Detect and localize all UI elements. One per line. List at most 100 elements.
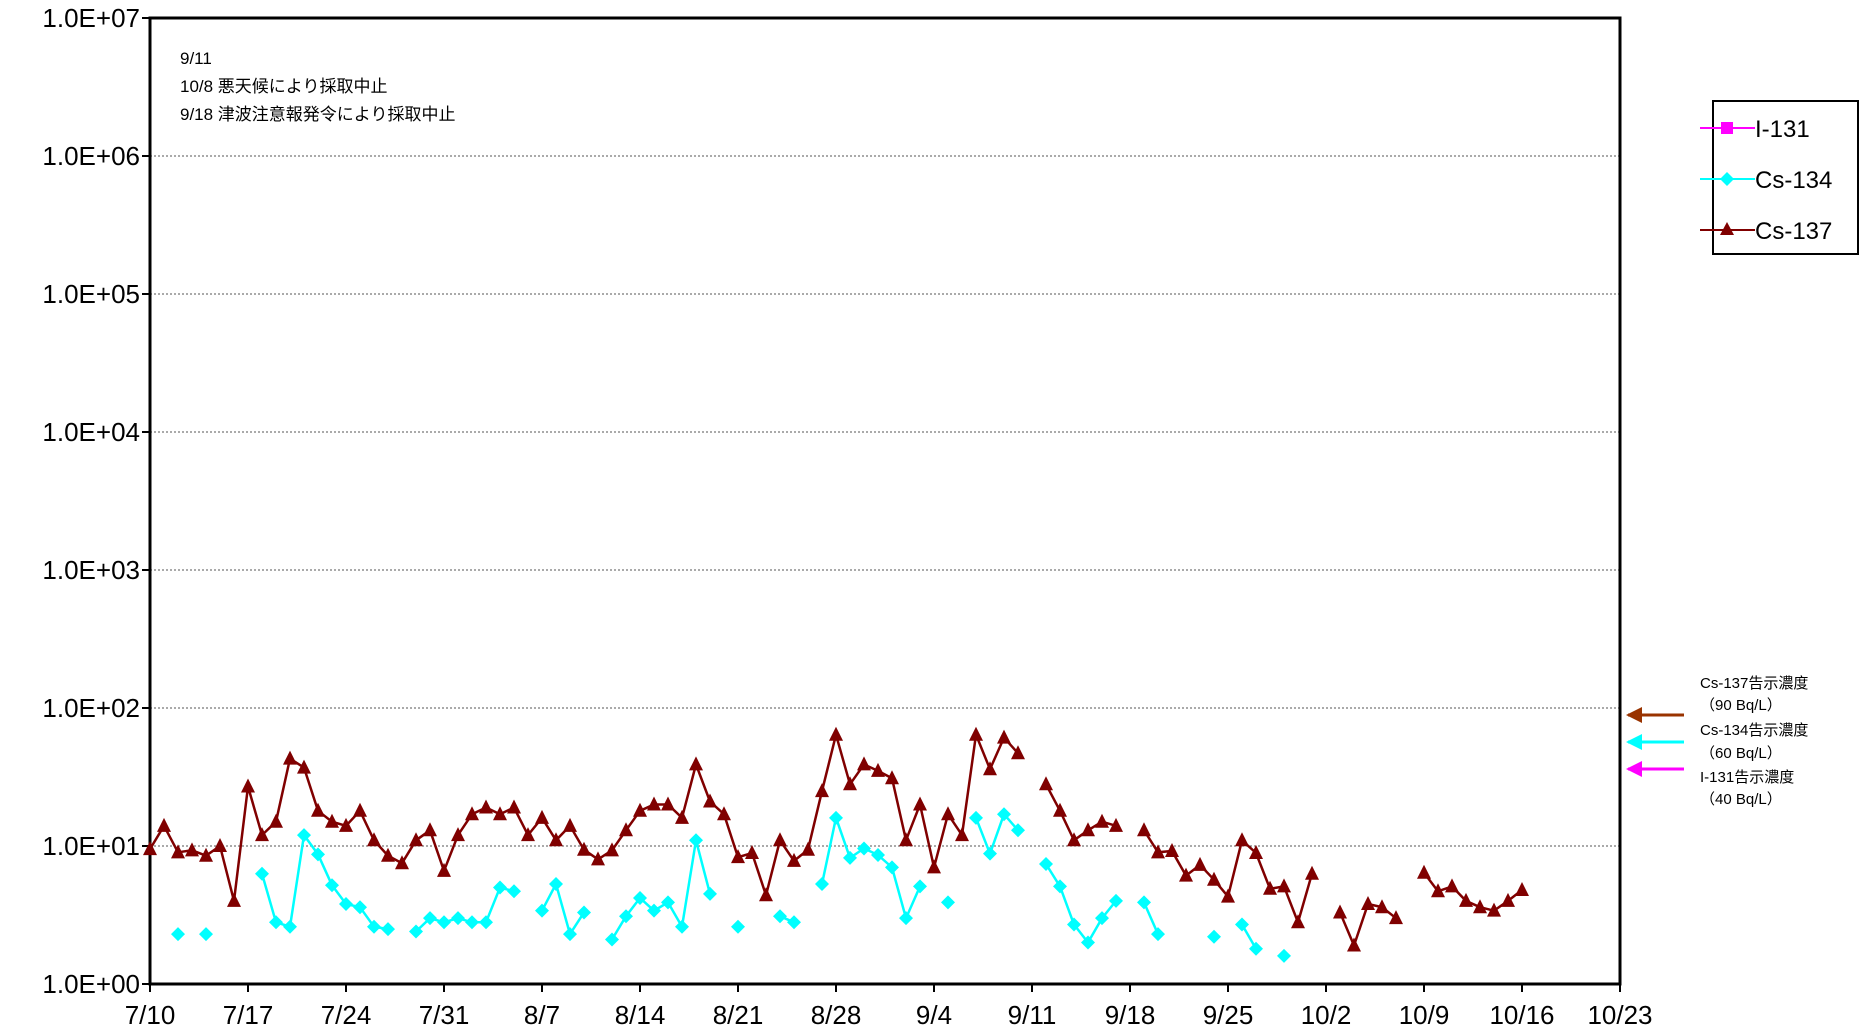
data-point-cs137 xyxy=(941,806,955,821)
plot-area-frame xyxy=(148,16,1622,986)
data-point-cs137 xyxy=(843,776,857,791)
data-point-cs134 xyxy=(199,927,213,942)
series-line-cs137 xyxy=(1142,829,1314,927)
y-tick-label: 1.0E+03 xyxy=(42,555,140,585)
limit-arrowhead-i131 xyxy=(1626,761,1642,777)
data-point-cs137 xyxy=(1417,864,1431,879)
data-point-cs137 xyxy=(857,756,871,771)
data-point-cs137 xyxy=(1109,817,1123,832)
series-line-cs134 xyxy=(415,886,515,933)
data-point-cs134 xyxy=(563,927,577,942)
data-point-cs137 xyxy=(283,750,297,765)
data-point-cs134 xyxy=(871,848,885,863)
data-point-cs137 xyxy=(1011,745,1025,760)
data-point-cs134 xyxy=(913,879,927,894)
data-point-cs137 xyxy=(213,838,227,852)
series-line-cs134 xyxy=(540,880,586,938)
limit-cs137: Cs-137告示濃度 （90 Bq/L） xyxy=(1626,675,1808,723)
x-tick-label: 8/7 xyxy=(524,1000,560,1030)
data-point-cs137 xyxy=(1193,856,1207,871)
data-point-cs137 xyxy=(157,817,171,832)
legend-marker-i131 xyxy=(1721,122,1733,134)
data-point-cs137 xyxy=(885,770,899,785)
data-point-cs137 xyxy=(1515,881,1529,896)
data-point-cs134 xyxy=(479,915,493,930)
data-point-cs137 xyxy=(689,756,703,771)
data-point-cs137 xyxy=(871,762,885,777)
y-tick-label: 1.0E+04 xyxy=(42,417,140,447)
data-point-cs137 xyxy=(1277,878,1291,893)
data-point-cs134 xyxy=(1235,917,1249,932)
data-point-cs137 xyxy=(1207,871,1221,886)
data-point-cs137 xyxy=(1431,883,1445,898)
data-point-cs134 xyxy=(409,924,423,939)
data-point-cs137 xyxy=(381,847,395,862)
data-point-cs137 xyxy=(1501,892,1515,907)
data-point-cs134 xyxy=(1207,929,1221,944)
data-point-cs134 xyxy=(633,890,647,905)
data-point-cs137 xyxy=(899,832,913,847)
data-point-cs137 xyxy=(1291,914,1305,929)
data-point-cs134 xyxy=(423,911,437,926)
limit-value-cs134: （60 Bq/L） xyxy=(1700,745,1782,762)
series-line-cs137 xyxy=(148,729,1019,902)
data-point-cs134 xyxy=(703,886,717,901)
data-point-cs137 xyxy=(1361,895,1375,910)
data-point-cs137 xyxy=(619,822,633,837)
data-point-cs134 xyxy=(815,877,829,892)
legend-item-cs134: Cs-134 xyxy=(1700,167,1832,194)
data-point-cs134 xyxy=(339,896,353,911)
data-point-cs137 xyxy=(1375,899,1389,914)
data-point-cs137 xyxy=(493,806,507,821)
data-point-cs137 xyxy=(661,796,675,811)
note-line-1: 9/11 xyxy=(180,49,212,68)
data-point-cs137 xyxy=(731,849,745,864)
data-point-cs134 xyxy=(255,866,269,881)
data-point-cs134 xyxy=(437,915,451,930)
data-point-cs137 xyxy=(227,892,241,907)
data-point-cs137 xyxy=(1459,892,1473,907)
data-point-cs137 xyxy=(465,806,479,821)
y-tick-label: 1.0E+05 xyxy=(42,279,140,309)
data-point-cs137 xyxy=(815,783,829,798)
reference-limits: Cs-137告示濃度 （90 Bq/L） Cs-134告示濃度 （60 Bq/L… xyxy=(1626,675,1808,808)
data-point-cs134 xyxy=(661,895,675,910)
data-point-cs134 xyxy=(1011,823,1025,838)
data-point-cs137 xyxy=(1179,867,1193,882)
data-point-cs134 xyxy=(675,919,689,934)
data-point-cs134 xyxy=(605,932,619,947)
data-point-cs134 xyxy=(171,927,185,942)
x-tick-label: 7/10 xyxy=(125,1000,176,1030)
x-axis-ticks: 7/10 7/17 7/24 7/31 8/7 8/14 8/21 8/28 9/4 9/11 9/… xyxy=(125,984,1653,1030)
note-line-3: 9/18 津波注意報発令により採取中止 xyxy=(180,105,455,124)
x-tick-label: 10/9 xyxy=(1399,1000,1450,1030)
x-tick-label: 9/25 xyxy=(1203,1000,1254,1030)
data-point-cs137 xyxy=(171,844,185,859)
data-point-cs137 xyxy=(1347,937,1361,952)
data-point-cs137 xyxy=(955,827,969,842)
data-point-cs134 xyxy=(535,903,549,918)
legend-label-cs134: Cs-134 xyxy=(1755,167,1832,194)
data-point-cs137 xyxy=(269,813,283,828)
limit-value-i131: （40 Bq/L） xyxy=(1700,791,1782,808)
data-point-cs134 xyxy=(1109,893,1123,908)
data-point-cs137 xyxy=(1081,822,1095,837)
limit-i131: I-131告示濃度 （40 Bq/L） xyxy=(1626,761,1794,808)
x-tick-label: 7/24 xyxy=(321,1000,372,1030)
data-point-cs134 xyxy=(829,810,843,825)
data-point-cs134 xyxy=(549,877,563,892)
data-point-cs134 xyxy=(353,900,367,915)
legend: I-131 Cs-134 Cs-137 xyxy=(1700,100,1859,255)
data-point-cs137 xyxy=(535,809,549,824)
x-tick-label: 9/11 xyxy=(1008,1000,1057,1030)
data-point-cs134 xyxy=(1151,927,1165,942)
data-point-cs137 xyxy=(675,809,689,824)
data-point-cs137 xyxy=(395,855,409,870)
legend-item-i131: I-131 xyxy=(1700,116,1810,143)
data-point-cs134 xyxy=(941,895,955,910)
data-point-cs134 xyxy=(1095,911,1109,926)
data-point-cs137 xyxy=(913,796,927,811)
data-point-cs137 xyxy=(605,842,619,857)
series-line-cs134 xyxy=(1142,901,1160,935)
data-point-cs137 xyxy=(1165,842,1179,857)
